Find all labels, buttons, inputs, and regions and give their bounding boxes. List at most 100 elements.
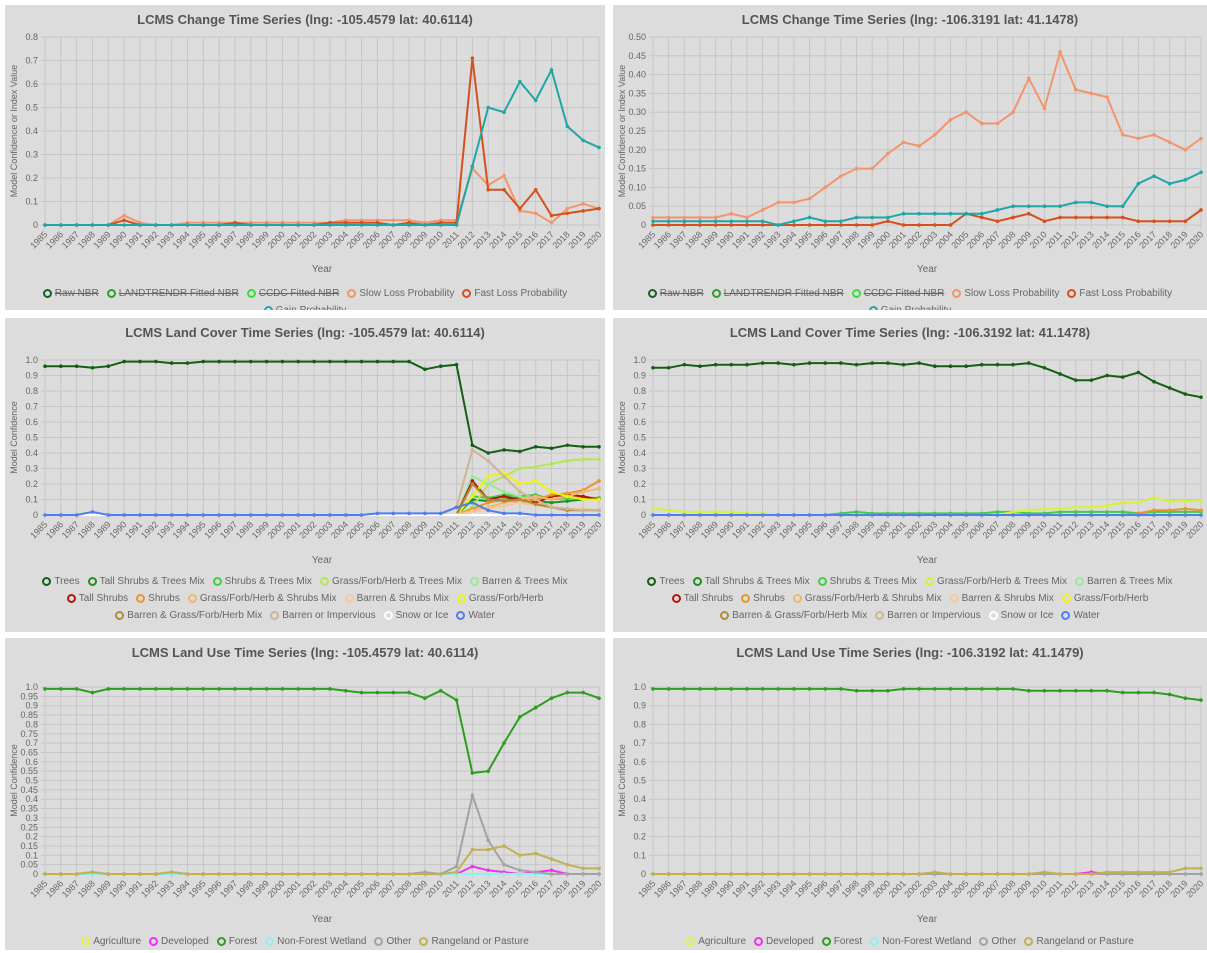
legend-item[interactable]: Grass/Forb/Herb & Shrubs Mix (792, 593, 942, 604)
y-tick-label: 0.25 (20, 822, 38, 832)
data-point (1120, 510, 1125, 514)
legend-item[interactable]: Agriculture (81, 936, 141, 947)
legend-item[interactable]: Shrubs & Trees Mix (212, 576, 312, 587)
data-point (964, 513, 968, 517)
legend-item[interactable]: Raw NBR (42, 288, 99, 299)
legend-item[interactable]: Fast Loss Probability (1067, 288, 1172, 299)
legend-item[interactable]: Slow Loss Probability (952, 288, 1059, 299)
chart: LCMS Land Cover Time Series (lng: -105.4… (9, 325, 603, 566)
legend-item[interactable]: Barren & Grass/Forb/Herb Mix (720, 610, 867, 621)
data-point (1011, 204, 1015, 208)
data-point (1136, 136, 1141, 141)
y-tick-label: 0.4 (25, 126, 38, 136)
data-point (533, 851, 538, 856)
legend-item[interactable]: Other (374, 936, 411, 947)
data-point (1152, 496, 1156, 500)
legend-item[interactable]: Grass/Forb/Herb (1061, 593, 1148, 604)
data-point (792, 223, 796, 227)
legend-item[interactable]: Gain Probability (263, 305, 346, 310)
data-point (533, 187, 538, 192)
legend-label: Barren or Impervious (282, 610, 376, 621)
legend-item[interactable]: Grass/Forb/Herb & Trees Mix (319, 576, 462, 587)
legend-item[interactable]: LANDTRENDR Fitted NBR (106, 288, 239, 299)
data-point (470, 847, 475, 852)
legend-item[interactable]: Barren & Trees Mix (1074, 576, 1173, 587)
legend-item[interactable]: LANDTRENDR Fitted NBR (711, 288, 844, 299)
data-point (565, 124, 570, 129)
legend-item[interactable]: Other (979, 936, 1016, 947)
legend-item[interactable]: Barren & Shrubs Mix (344, 593, 449, 604)
data-point (502, 173, 506, 178)
data-point (454, 362, 459, 367)
y-tick-label: 0.6 (633, 417, 646, 427)
legend-item[interactable]: Rangeland or Pasture (419, 936, 529, 947)
legend-item[interactable]: Forest (216, 936, 257, 947)
data-point (1058, 50, 1062, 54)
legend-item[interactable]: Rangeland or Pasture (1024, 936, 1134, 947)
legend-item[interactable]: Slow Loss Probability (347, 288, 454, 299)
data-point (581, 494, 585, 499)
data-point (518, 482, 522, 486)
data-point (1042, 219, 1047, 224)
y-tick-label: 0.7 (25, 56, 38, 66)
data-point (1042, 688, 1047, 693)
legend-item[interactable]: Water (456, 610, 495, 621)
data-point (807, 196, 812, 201)
data-point (486, 769, 491, 773)
data-point (264, 872, 269, 876)
data-point (666, 687, 671, 691)
legend-item[interactable]: Gain Probability (868, 305, 951, 310)
y-tick-label: 0.4 (25, 448, 38, 458)
data-point (74, 687, 79, 691)
legend-item[interactable]: Trees (42, 576, 80, 587)
data-point (486, 513, 491, 517)
legend-item[interactable]: Snow or Ice (383, 610, 448, 621)
legend-item[interactable]: Barren & Shrubs Mix (949, 593, 1054, 604)
legend-item[interactable]: Non-Forest Wetland (265, 936, 366, 947)
legend-item[interactable]: CCDC Fitted NBR (851, 288, 944, 299)
legend-item[interactable]: Tall Shrubs & Trees Mix (87, 576, 205, 587)
legend-marker (87, 577, 97, 586)
data-point (565, 872, 570, 876)
legend-item[interactable]: Barren or Impervious (875, 610, 981, 621)
legend-item[interactable]: Tall Shrubs (671, 593, 733, 604)
data-point (597, 457, 601, 461)
legend-item[interactable]: Developed (754, 936, 814, 947)
legend-item[interactable]: Barren or Impervious (270, 610, 376, 621)
legend-item[interactable]: Grass/Forb/Herb & Shrubs Mix (187, 593, 337, 604)
legend-item[interactable]: Trees (647, 576, 685, 587)
legend-item[interactable]: Shrubs & Trees Mix (817, 576, 917, 587)
data-point (1120, 132, 1125, 137)
data-point (122, 213, 126, 218)
legend-item[interactable]: Tall Shrubs & Trees Mix (692, 576, 810, 587)
legend-marker (1061, 611, 1071, 620)
data-point (995, 121, 1000, 126)
data-point (1058, 204, 1062, 208)
legend-item[interactable]: Non-Forest Wetland (870, 936, 971, 947)
legend-item[interactable]: Tall Shrubs (66, 593, 128, 604)
legend-item[interactable]: Fast Loss Probability (462, 288, 567, 299)
legend-item[interactable]: Grass/Forb/Herb (456, 593, 543, 604)
legend-item[interactable]: Forest (821, 936, 862, 947)
legend: Trees Tall Shrubs & Trees Mix Shrubs & Tre… (630, 576, 1190, 621)
data-point (280, 687, 285, 691)
legend-item[interactable]: Barren & Trees Mix (469, 576, 568, 587)
data-point (995, 513, 1000, 517)
legend-item[interactable]: Barren & Grass/Forb/Herb Mix (115, 610, 262, 621)
legend-marker (462, 289, 472, 298)
y-tick-label: 0.6 (25, 417, 38, 427)
legend-item[interactable]: Raw NBR (647, 288, 704, 299)
data-point (1183, 148, 1188, 152)
y-tick-label: 0.5 (25, 103, 38, 113)
legend-item[interactable]: Water (1061, 610, 1100, 621)
legend-item[interactable]: Agriculture (686, 936, 746, 947)
data-point (391, 218, 396, 223)
legend-item[interactable]: CCDC Fitted NBR (246, 288, 339, 299)
data-point (682, 513, 687, 517)
data-point (565, 513, 570, 517)
legend-item[interactable]: Shrubs (741, 593, 785, 604)
legend-item[interactable]: Shrubs (136, 593, 180, 604)
legend-item[interactable]: Developed (149, 936, 209, 947)
legend-item[interactable]: Grass/Forb/Herb & Trees Mix (924, 576, 1067, 587)
legend-item[interactable]: Snow or Ice (988, 610, 1053, 621)
